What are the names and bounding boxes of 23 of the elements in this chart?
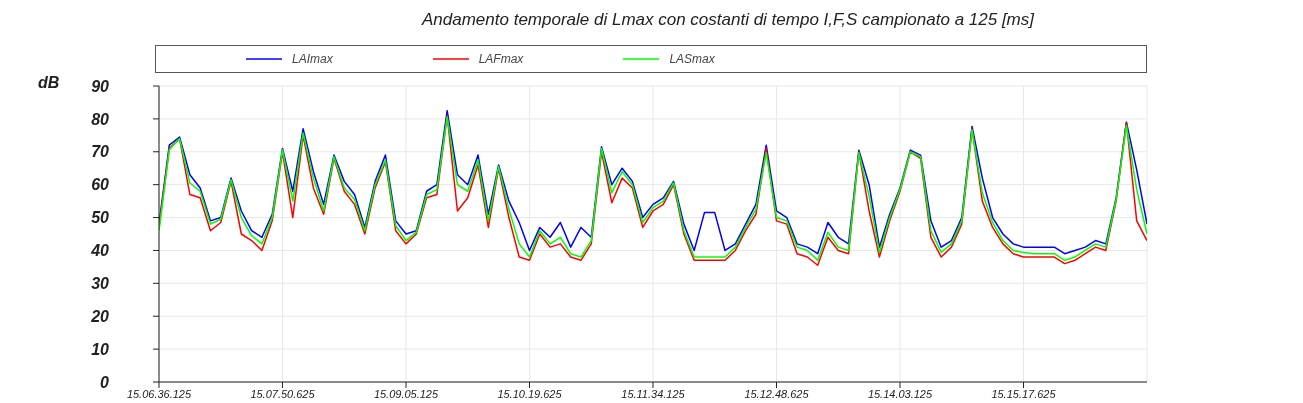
y-tick-label: 40: [90, 242, 110, 260]
y-tick-label: 30: [91, 275, 110, 293]
x-tick-label: 15.14.03.125: [867, 387, 933, 400]
y-tick-label: 20: [90, 307, 110, 325]
y-tick-label: 10: [91, 340, 110, 358]
y-tick-label: 80: [91, 110, 110, 128]
chart-title: Andamento temporale di Lmax con costanti di tempo I,F,S campionato a 125 [ms]: [420, 10, 1036, 30]
x-tick-label: 15.15.17.625: [991, 387, 1057, 400]
y-tick-label: 0: [100, 373, 110, 391]
legend-label: LAFmax: [478, 52, 524, 66]
y-tick-label: 90: [91, 77, 110, 95]
x-tick-label: 15.10.19.625: [497, 387, 563, 400]
y-tick-label: 60: [91, 176, 110, 194]
x-tick-label: 15.09.05.125: [373, 387, 439, 400]
x-tick-label: 15.11.34.125: [621, 387, 686, 400]
x-tick-label: 15.12.48.625: [744, 387, 810, 400]
y-axis-title: dB: [38, 74, 60, 92]
x-tick-label: 15.06.36.125: [126, 387, 192, 400]
y-tick-label: 70: [91, 143, 110, 161]
legend-label: LASmax: [669, 52, 715, 66]
x-tick-label: 15.07.50.625: [250, 387, 316, 400]
y-tick-label: 50: [91, 209, 110, 227]
legend-label: LAImax: [292, 52, 333, 66]
